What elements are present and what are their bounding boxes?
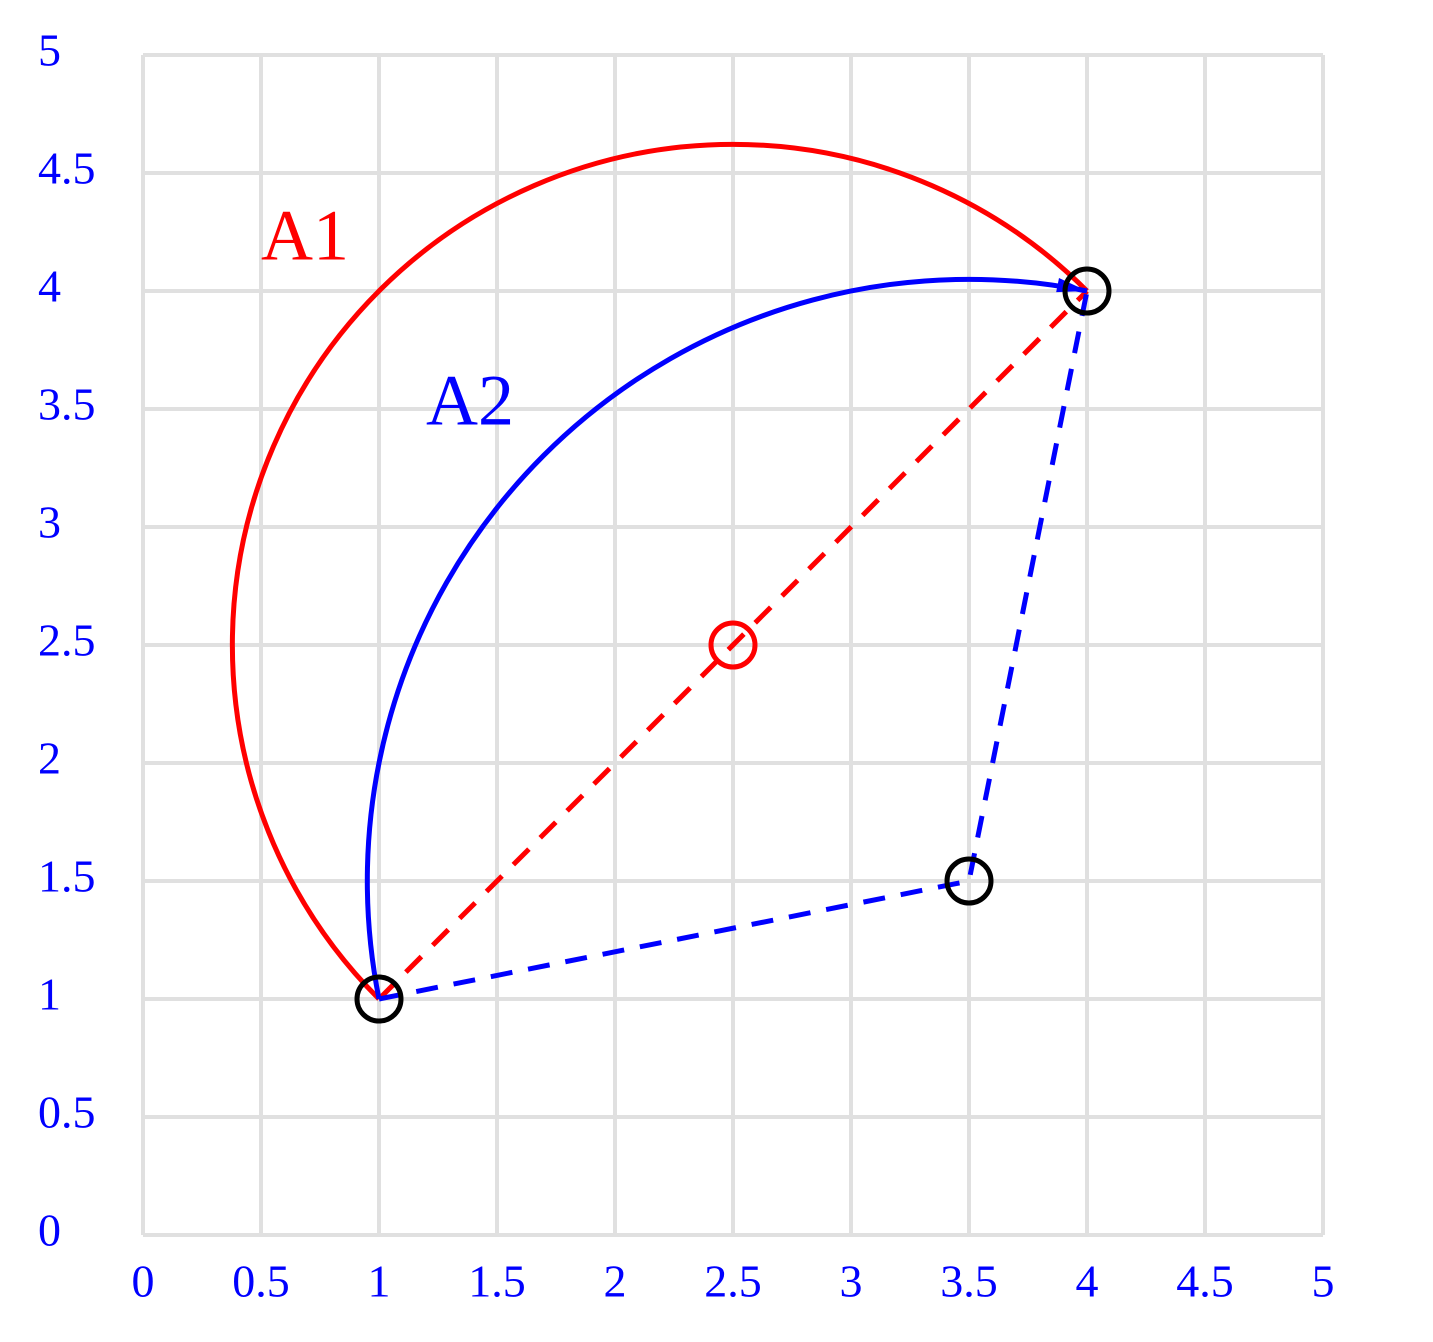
y-tick-label: 0 [38,1205,61,1256]
arc-label: A1 [261,196,349,276]
arc [230,142,1089,1001]
x-tick-label: 2.5 [704,1256,762,1307]
dashed-line [378,290,1090,1002]
point [708,620,758,670]
dashed-line [377,289,1089,1001]
y-tick-label: 4 [38,261,61,312]
y-tick-label: 1.5 [38,851,96,902]
x-tick-label: 3 [840,1256,863,1307]
point [1062,266,1112,316]
x-tick-label: 0 [132,1256,155,1307]
y-tick-label: 3.5 [38,379,96,430]
x-tick-label: 4 [1076,1256,1099,1307]
y-tick-label: 1 [38,969,61,1020]
y-tick-label: 3 [38,497,61,548]
y-tick-label: 0.5 [38,1087,96,1138]
x-tick-label: 1.5 [468,1256,526,1307]
x-tick-label: 1 [368,1256,391,1307]
y-tick-label: 2.5 [38,615,96,666]
point [354,974,404,1024]
x-tick-label: 0.5 [232,1256,290,1307]
y-tick-label: 4.5 [38,143,96,194]
arc-label: A2 [426,361,514,441]
point [944,856,994,906]
arc [364,276,1088,1000]
y-tick-label: 2 [38,733,61,784]
x-tick-label: 3.5 [940,1256,998,1307]
x-tick-label: 5 [1312,1256,1335,1307]
x-tick-label: 2 [604,1256,627,1307]
x-tick-label: 4.5 [1176,1256,1234,1307]
y-tick-label: 5 [38,25,61,76]
